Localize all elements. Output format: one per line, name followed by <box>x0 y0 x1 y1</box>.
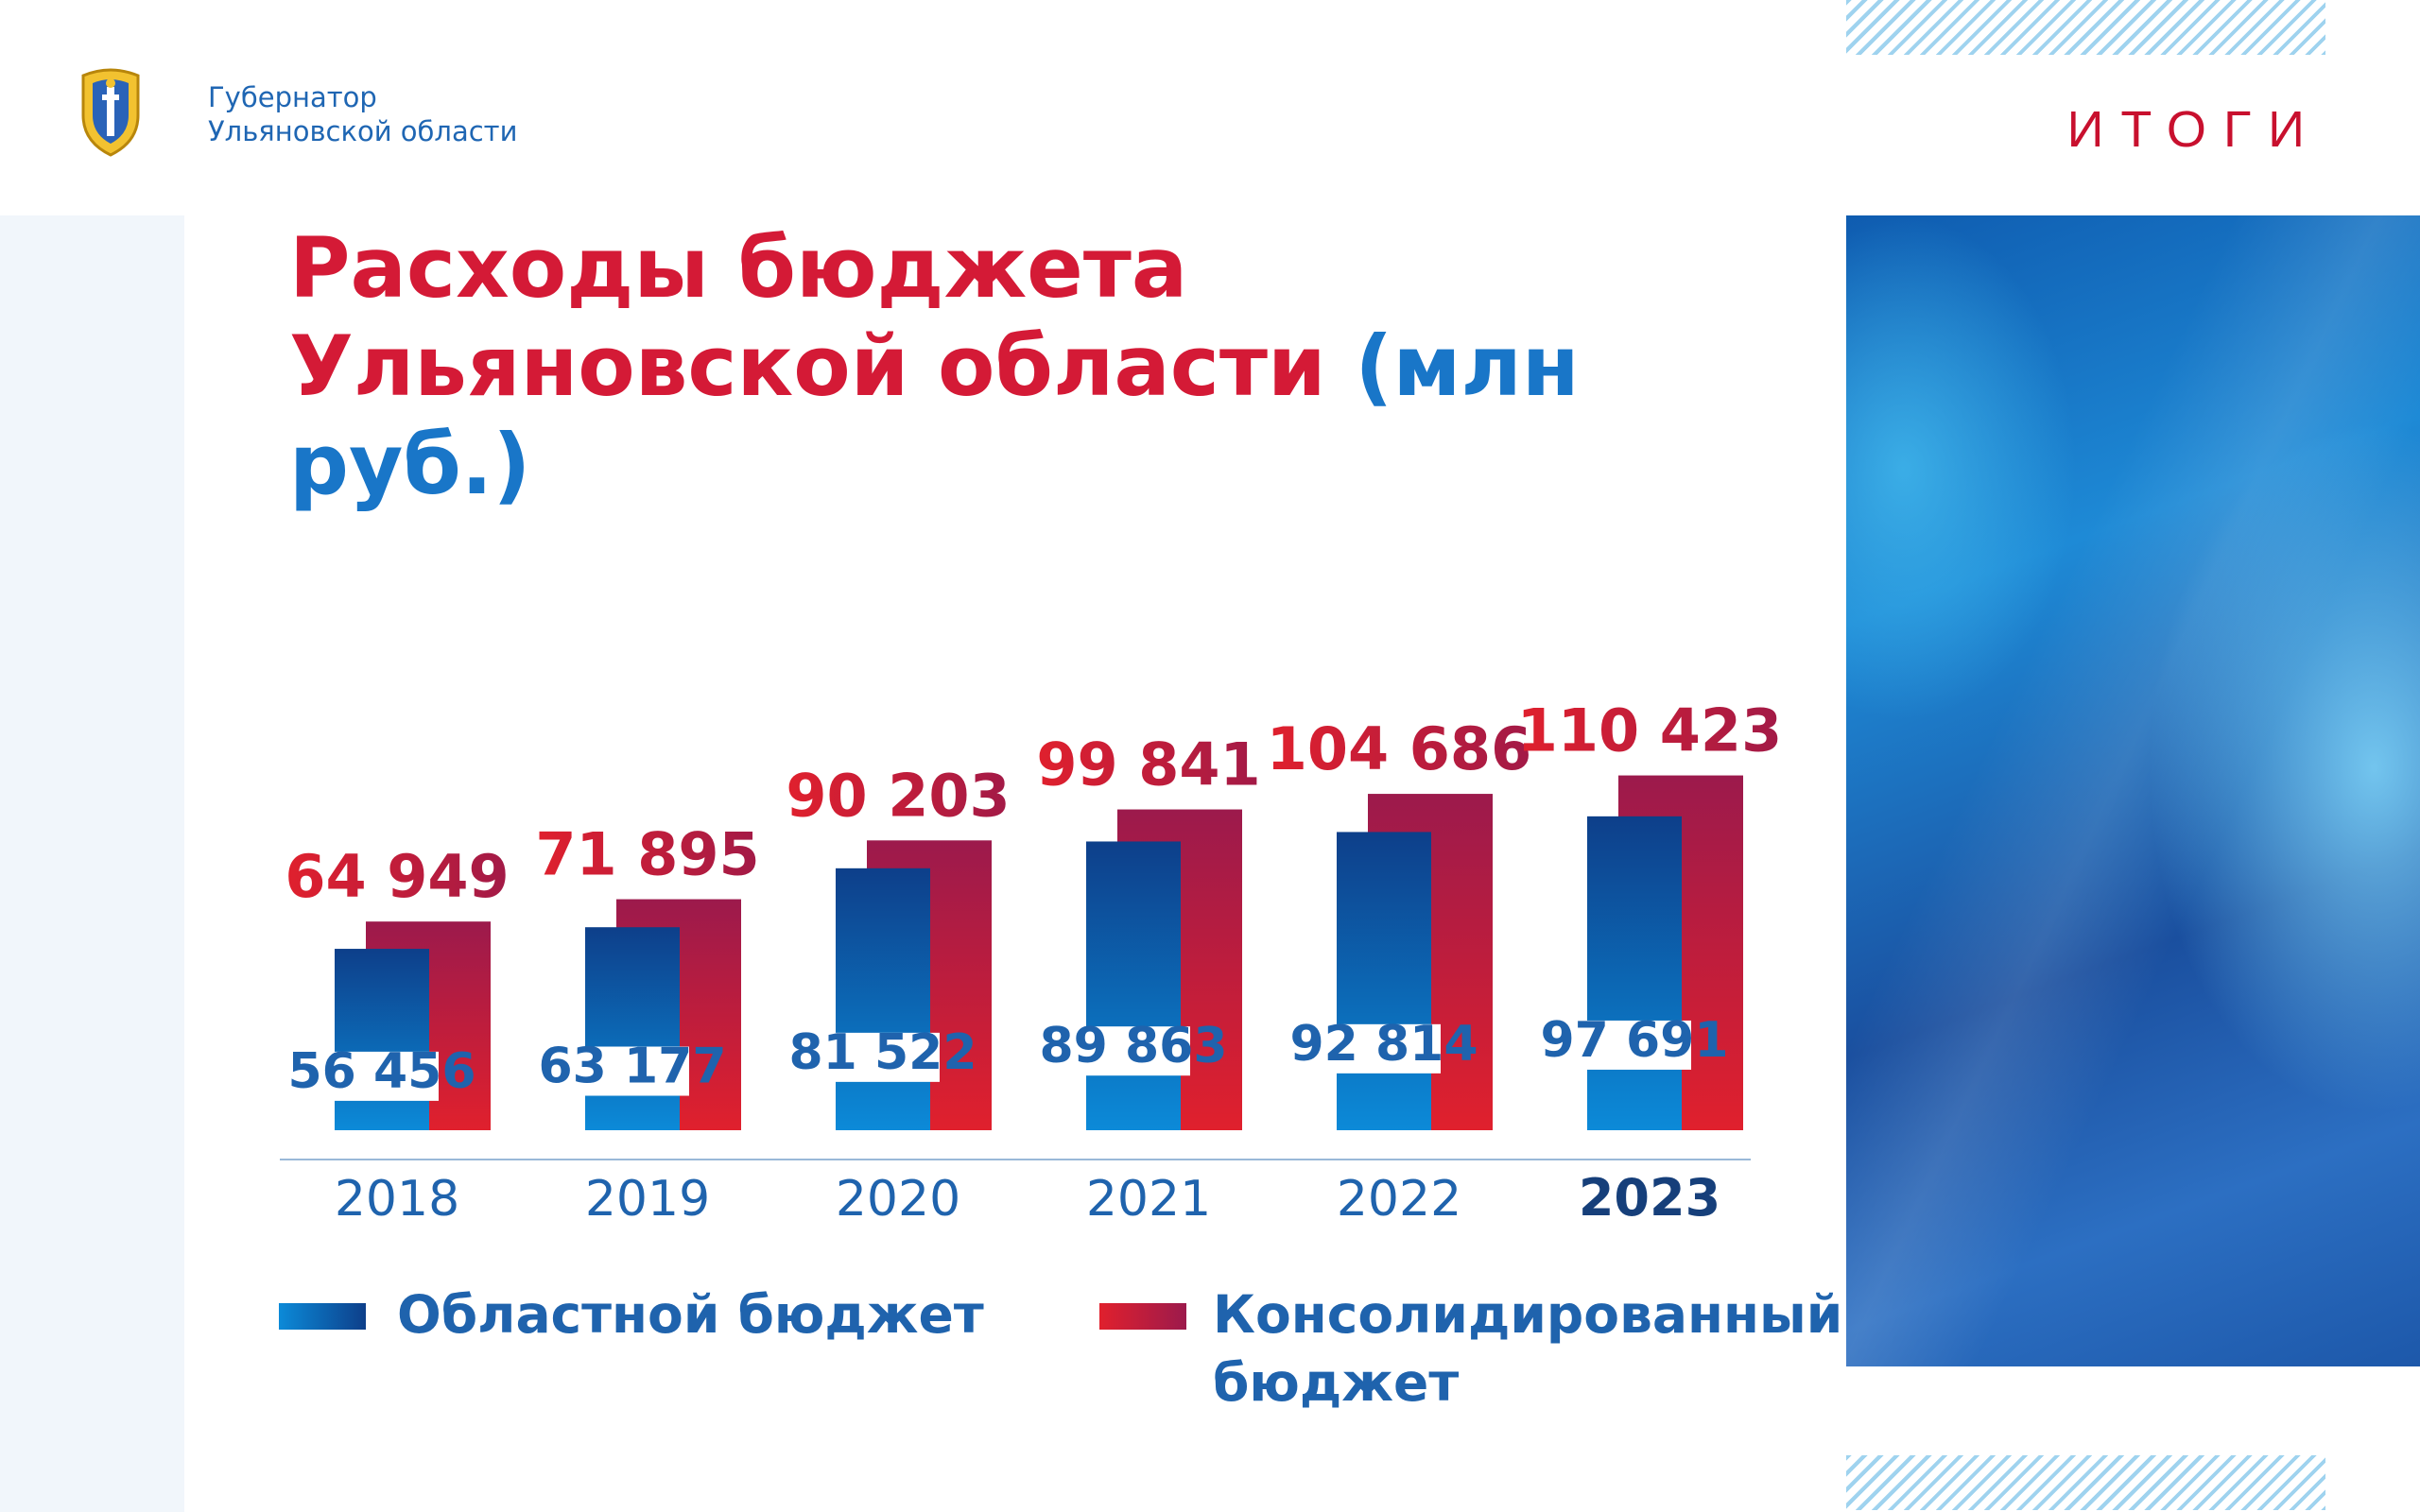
legend-swatch-regional <box>279 1303 366 1330</box>
bar-regional-2018 <box>335 949 429 1130</box>
legend-swatch-consolidated <box>1099 1303 1186 1330</box>
bar-regional-label-bg-2020 <box>828 1032 940 1082</box>
chart-title-unit: (млн руб.) <box>289 318 1580 513</box>
bar-regional-2019 <box>585 927 680 1130</box>
data-label-regional-2021: 89 863 <box>1039 1018 1227 1074</box>
data-label-consolidated-2019: 71 895 <box>535 820 759 889</box>
decorative-hatch-top <box>1846 0 2325 55</box>
data-label-regional-2019: 63 177 <box>538 1039 726 1095</box>
x-tick-label-2023: 2023 <box>1579 1168 1720 1228</box>
data-label-consolidated-2020: 90 203 <box>786 761 1010 830</box>
data-label-regional-2023: 97 691 <box>1540 1012 1728 1069</box>
bar-regional-2022 <box>1337 832 1431 1130</box>
x-tick-label-2022: 2022 <box>1337 1171 1461 1228</box>
bar-regional-label-bg-2018 <box>327 1051 439 1101</box>
chart-title: Расходы бюджета Ульяновской области (млн… <box>289 219 1821 514</box>
bar-regional-2021 <box>1086 841 1181 1130</box>
data-label-regional-2022: 92 814 <box>1289 1016 1478 1073</box>
bar-regional-label-bg-2019 <box>578 1046 689 1096</box>
data-label-consolidated-2023: 110 423 <box>1517 696 1782 765</box>
data-label-regional-2018: 56 456 <box>287 1043 475 1100</box>
bar-regional-2023 <box>1587 816 1682 1130</box>
x-tick-label-2018: 2018 <box>335 1171 459 1228</box>
section-label: ИТОГИ <box>2066 101 2322 158</box>
x-tick-label-2021: 2021 <box>1086 1171 1211 1228</box>
legend-label-consolidated: Консолидированный бюджет <box>1213 1284 1843 1413</box>
legend-label-regional: Областной бюджет <box>397 1284 984 1345</box>
left-background-strip <box>0 215 184 1512</box>
bar-regional-label-bg-2023 <box>1580 1020 1691 1070</box>
bar-regional-label-bg-2022 <box>1329 1023 1441 1074</box>
org-name-line2: Ульяновской области <box>208 115 518 147</box>
chart-title-main: Расходы бюджета Ульяновской области <box>289 219 1326 415</box>
decorative-hatch-bottom <box>1846 1455 2325 1510</box>
data-label-regional-2020: 81 522 <box>788 1024 977 1081</box>
x-tick-label-2019: 2019 <box>585 1171 710 1228</box>
decorative-blue-image <box>1846 215 2420 1366</box>
data-label-consolidated-2022: 104 686 <box>1267 714 1531 783</box>
data-label-consolidated-2021: 99 841 <box>1036 730 1260 799</box>
bar-regional-label-bg-2021 <box>1079 1026 1190 1076</box>
data-label-consolidated-2018: 64 949 <box>285 842 509 911</box>
x-tick-label-2020: 2020 <box>836 1171 960 1228</box>
org-name-line1: Губернатор <box>208 81 377 113</box>
coat-of-arms-icon <box>81 68 140 157</box>
bar-regional-2020 <box>836 868 930 1130</box>
